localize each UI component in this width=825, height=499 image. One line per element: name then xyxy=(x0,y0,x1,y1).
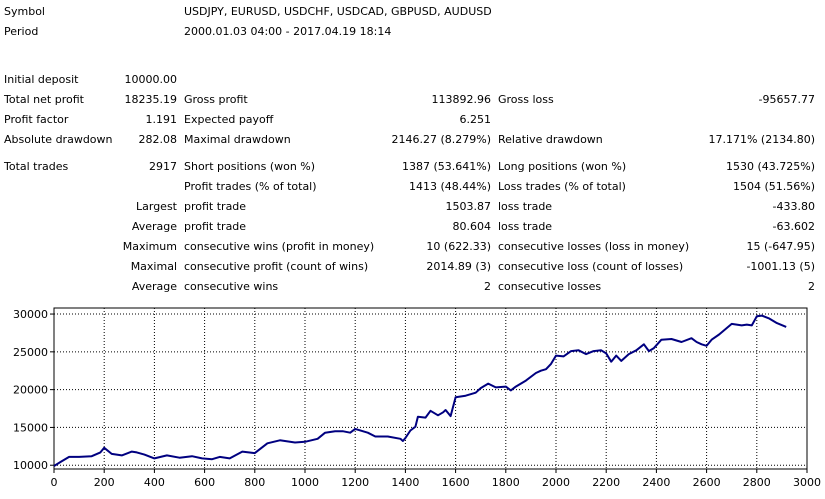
average-consecutive-wins-label: consecutive wins xyxy=(184,280,279,293)
balance-chart: 0 200 400 600 800 1000 1200 1400 1600 1800 2000 220… xyxy=(13,307,821,489)
y-tick-label: 25000 xyxy=(13,346,48,359)
absolute-drawdown-value: 282.08 xyxy=(138,133,178,146)
y-tick-label: 20000 xyxy=(13,384,48,397)
x-tick-label: 2400 xyxy=(642,476,670,489)
x-tick-label: 1400 xyxy=(391,476,419,489)
x-tick-label: 2600 xyxy=(693,476,721,489)
profit-factor-label: Profit factor xyxy=(4,113,69,126)
average-consecutive-wins-value: 2 xyxy=(484,280,491,293)
x-tick-label: 1000 xyxy=(291,476,319,489)
y-tick-label: 15000 xyxy=(13,421,48,434)
x-tick-label: 3000 xyxy=(793,476,821,489)
symbol-label: Symbol xyxy=(4,5,45,18)
largest-profit-label: profit trade xyxy=(184,200,247,213)
gross-loss-value: -95657.77 xyxy=(758,93,815,106)
initial-deposit-label: Initial deposit xyxy=(4,73,79,86)
x-tick-label: 0 xyxy=(51,476,58,489)
profit-factor-value: 1.191 xyxy=(145,113,178,126)
long-positions-value: 1530 (43.725%) xyxy=(725,160,815,173)
symbol-value: USDJPY, EURUSD, USDCHF, USDCAD, GBPUSD, … xyxy=(184,5,492,18)
maximal-drawdown-label: Maximal drawdown xyxy=(184,133,291,146)
period-value: 2000.01.03 04:00 - 2017.04.19 18:14 xyxy=(184,25,392,38)
x-tick-label: 600 xyxy=(194,476,215,489)
average-consecutive-losses-label: consecutive losses xyxy=(498,280,602,293)
profit-trades-value: 1413 (48.44%) xyxy=(408,180,491,193)
x-tick-label: 2800 xyxy=(743,476,771,489)
largest-loss-label: loss trade xyxy=(498,200,553,213)
total-net-profit-label: Total net profit xyxy=(4,93,84,106)
average-profit-label: profit trade xyxy=(184,220,247,233)
gross-profit-label: Gross profit xyxy=(184,93,248,106)
average-trade-label: Average xyxy=(131,220,177,233)
y-tick-label: 10000 xyxy=(13,459,48,472)
plot-frame xyxy=(53,307,808,470)
total-trades-label: Total trades xyxy=(4,160,69,173)
max-consecutive-wins-value: 10 (622.33) xyxy=(426,240,491,253)
profit-trades-label: Profit trades (% of total) xyxy=(184,180,317,193)
maximum-consecutive-label: Maximum xyxy=(122,240,177,253)
x-tick-label: 800 xyxy=(244,476,265,489)
maximal-consecutive-loss-label: consecutive loss (count of losses) xyxy=(498,260,684,273)
x-tick-label: 200 xyxy=(94,476,115,489)
largest-label: Largest xyxy=(136,200,177,213)
relative-drawdown-value: 17.171% (2134.80) xyxy=(708,133,815,146)
loss-trades-label: Loss trades (% of total) xyxy=(498,180,626,193)
expected-payoff-value: 6.251 xyxy=(459,113,492,126)
short-positions-label: Short positions (won %) xyxy=(184,160,316,173)
largest-profit-value: 1503.87 xyxy=(445,200,492,213)
maximal-consecutive-label: Maximal xyxy=(130,260,177,273)
x-tick-label: 1200 xyxy=(341,476,369,489)
average-loss-label: loss trade xyxy=(498,220,553,233)
gross-profit-value: 113892.96 xyxy=(431,93,492,106)
average-profit-value: 80.604 xyxy=(452,220,492,233)
balance-line xyxy=(53,314,787,467)
maximal-consecutive-profit-label: consecutive profit (count of wins) xyxy=(184,260,369,273)
long-positions-label: Long positions (won %) xyxy=(498,160,627,173)
y-tick-label: 30000 xyxy=(13,308,48,321)
relative-drawdown-label: Relative drawdown xyxy=(498,133,603,146)
max-consecutive-wins-label: consecutive wins (profit in money) xyxy=(184,240,375,253)
maximal-consecutive-loss-value: -1001.13 (5) xyxy=(746,260,815,273)
gross-loss-label: Gross loss xyxy=(498,93,554,106)
expected-payoff-label: Expected payoff xyxy=(184,113,274,126)
x-tick-label: 400 xyxy=(144,476,165,489)
max-consecutive-losses-value: 15 (-647.95) xyxy=(746,240,815,253)
x-tick-label: 1800 xyxy=(492,476,520,489)
maximal-consecutive-profit-value: 2014.89 (3) xyxy=(426,260,491,273)
short-positions-value: 1387 (53.641%) xyxy=(401,160,491,173)
x-tick-label: 1600 xyxy=(442,476,470,489)
period-label: Period xyxy=(4,25,39,38)
initial-deposit-value: 10000.00 xyxy=(124,73,178,86)
average-consecutive-label: Average xyxy=(131,280,177,293)
absolute-drawdown-label: Absolute drawdown xyxy=(4,133,113,146)
average-loss-value: -63.602 xyxy=(772,220,815,233)
largest-loss-value: -433.80 xyxy=(772,200,815,213)
total-trades-value: 2917 xyxy=(149,160,177,173)
total-net-profit-value: 18235.19 xyxy=(124,93,178,106)
loss-trades-value: 1504 (51.56%) xyxy=(732,180,815,193)
x-tick-label: 2000 xyxy=(542,476,570,489)
x-tick-label: 2200 xyxy=(592,476,620,489)
average-consecutive-losses-value: 2 xyxy=(808,280,815,293)
maximal-drawdown-value: 2146.27 (8.279%) xyxy=(391,133,491,146)
max-consecutive-losses-label: consecutive losses (loss in money) xyxy=(498,240,690,253)
